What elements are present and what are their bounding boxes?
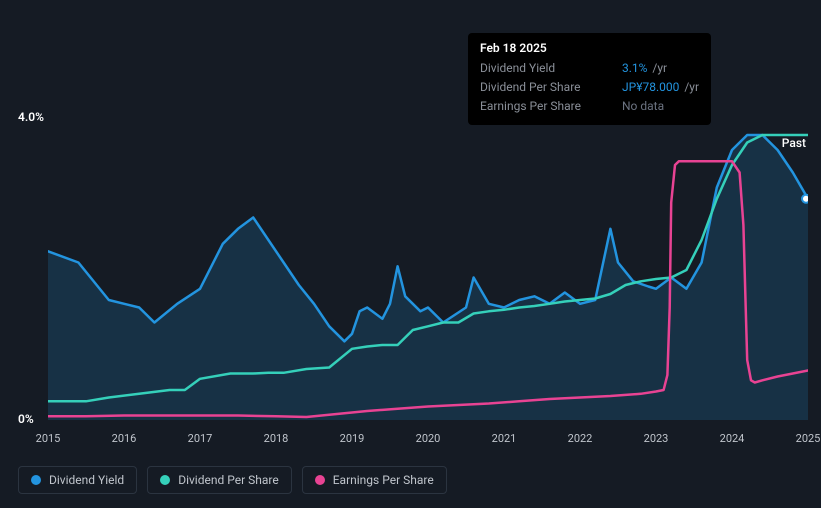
- tooltip-unit: /yr: [684, 80, 699, 94]
- x-axis-year: 2018: [264, 432, 289, 445]
- legend-item[interactable]: Earnings Per Share: [302, 466, 447, 494]
- x-axis-year: 2025: [796, 432, 821, 445]
- cursor-marker: [802, 195, 808, 203]
- y-axis-label-top: 4.0%: [18, 110, 44, 124]
- x-axis-year: 2015: [36, 432, 61, 445]
- past-badge: Past: [782, 136, 806, 150]
- y-axis-label-bottom: 0%: [18, 412, 34, 426]
- legend-dot-icon: [31, 475, 41, 485]
- tooltip-row: Dividend Yield 3.1% /yr: [480, 59, 699, 78]
- x-axis-year: 2019: [340, 432, 365, 445]
- chart-container: 4.0% 0% Past 2015 2016 2017 2018 2019 2020 202…: [18, 110, 808, 450]
- x-axis-year: 2023: [644, 432, 669, 445]
- legend: Dividend Yield Dividend Per Share Earnings…: [18, 466, 447, 494]
- x-axis-labels: 2015201620172018201920202021202220232024…: [48, 432, 808, 450]
- tooltip-label: Earnings Per Share: [480, 97, 610, 116]
- legend-label: Dividend Per Share: [178, 473, 279, 487]
- x-axis-year: 2024: [720, 432, 745, 445]
- plot-area[interactable]: Past: [48, 120, 808, 420]
- legend-label: Dividend Yield: [49, 473, 124, 487]
- tooltip-unit: /yr: [652, 61, 667, 75]
- x-axis-year: 2017: [188, 432, 213, 445]
- x-axis-year: 2016: [112, 432, 137, 445]
- legend-dot-icon: [315, 475, 325, 485]
- legend-label: Earnings Per Share: [333, 473, 434, 487]
- tooltip-row: Dividend Per Share JP¥78.000 /yr: [480, 78, 699, 97]
- chart-svg: [48, 120, 808, 420]
- tooltip-row: Earnings Per Share No data: [480, 97, 699, 116]
- x-axis-year: 2022: [568, 432, 593, 445]
- x-axis-year: 2020: [416, 432, 441, 445]
- legend-dot-icon: [160, 475, 170, 485]
- tooltip-value: No data: [622, 97, 664, 116]
- x-axis-year: 2021: [492, 432, 517, 445]
- tooltip-date: Feb 18 2025: [480, 41, 699, 55]
- tooltip-value: 3.1% /yr: [622, 59, 667, 78]
- tooltip-value: JP¥78.000 /yr: [622, 78, 699, 97]
- tooltip-label: Dividend Yield: [480, 59, 610, 78]
- chart-tooltip: Feb 18 2025Dividend Yield3.1% /yrDividen…: [468, 33, 711, 125]
- legend-item[interactable]: Dividend Per Share: [147, 466, 292, 494]
- tooltip-label: Dividend Per Share: [480, 78, 610, 97]
- legend-item[interactable]: Dividend Yield: [18, 466, 137, 494]
